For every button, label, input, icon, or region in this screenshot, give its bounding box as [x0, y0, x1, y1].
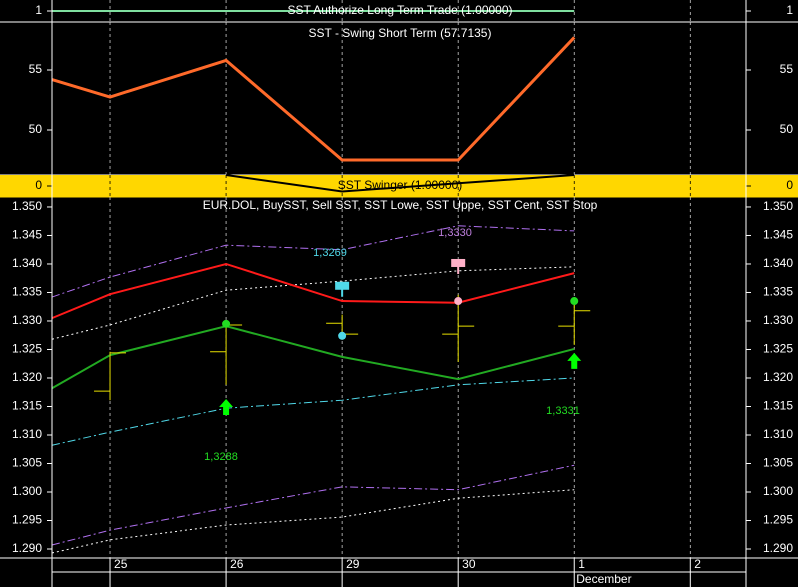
y-tick-label: 1.345 — [12, 228, 42, 242]
y-tick-label: 1.345 — [763, 228, 793, 242]
y-tick-label: 1.310 — [763, 427, 793, 441]
x-tick-label: 30 — [462, 557, 476, 571]
panel-title: SST Authorize Long Term Trade (1.00000) — [287, 3, 512, 17]
annotation: 1,3269 — [313, 247, 347, 259]
signal-dot — [454, 297, 463, 306]
y-tick-label: 50 — [780, 122, 794, 136]
annotation: 1,3330 — [438, 227, 472, 239]
panel-title: EUR.DOL, BuySST, Sell SST, SST Lowe, SST… — [203, 198, 598, 212]
sell-flag — [335, 281, 350, 290]
y-tick-label: 1.340 — [763, 256, 793, 270]
series-line — [51, 36, 576, 162]
y-tick-label: 0 — [786, 178, 793, 192]
y-tick-label: 1.290 — [763, 541, 793, 555]
x-month-label: December — [576, 572, 631, 586]
y-tick-label: 55 — [780, 62, 794, 76]
series-line — [51, 489, 575, 554]
series-line — [51, 377, 575, 446]
panel-title: SST - Swing Short Term (57.7135) — [309, 26, 492, 40]
y-tick-label: 1.300 — [12, 484, 42, 498]
x-tick-label: 29 — [346, 557, 360, 571]
y-tick-label: 1.295 — [763, 513, 793, 527]
y-tick-label: 1.315 — [12, 399, 42, 413]
y-tick-label: 1.340 — [12, 256, 42, 270]
series-line — [51, 464, 575, 546]
y-tick-label: 1.325 — [12, 342, 42, 356]
y-tick-label: 1.315 — [763, 399, 793, 413]
y-tick-label: 1.335 — [763, 285, 793, 299]
y-tick-label: 1.335 — [12, 285, 42, 299]
y-tick-label: 55 — [29, 62, 43, 76]
y-tick-label: 1.350 — [763, 199, 793, 213]
series-line — [225, 174, 575, 193]
buy-arrow — [219, 399, 234, 416]
x-tick-label: 2 — [694, 557, 701, 571]
y-tick-label: 1.310 — [12, 427, 42, 441]
y-tick-label: 1.325 — [763, 342, 793, 356]
series-line — [51, 262, 575, 320]
annotation: 1,3288 — [204, 451, 238, 463]
sell-flag — [451, 258, 466, 267]
y-tick-label: 1 — [35, 3, 42, 17]
series-line — [51, 225, 575, 298]
panel-background — [0, 175, 798, 197]
annotation: 1,3331 — [546, 405, 580, 417]
x-tick-label: 25 — [114, 557, 128, 571]
y-tick-label: 0 — [35, 178, 42, 192]
panel-title: SST Swinger (1.00000) — [338, 178, 463, 192]
y-tick-label: 1.295 — [12, 513, 42, 527]
x-tick-label: 1 — [578, 557, 585, 571]
signal-dot — [338, 331, 347, 340]
y-tick-label: 50 — [29, 122, 43, 136]
series-line — [51, 325, 575, 390]
y-tick-label: 1.290 — [12, 541, 42, 555]
y-tick-label: 1.305 — [763, 456, 793, 470]
y-tick-label: 1.320 — [763, 370, 793, 384]
y-tick-label: 1.350 — [12, 199, 42, 213]
y-tick-label: 1.330 — [763, 313, 793, 327]
signal-dot — [570, 297, 579, 306]
signal-dot — [222, 319, 231, 328]
buy-arrow — [567, 352, 582, 369]
y-tick-label: 1.300 — [763, 484, 793, 498]
y-tick-label: 1.320 — [12, 370, 42, 384]
x-tick-label: 26 — [230, 557, 244, 571]
y-tick-label: 1.330 — [12, 313, 42, 327]
series-line — [51, 266, 575, 340]
y-tick-label: 1 — [786, 3, 793, 17]
y-tick-label: 1.305 — [12, 456, 42, 470]
